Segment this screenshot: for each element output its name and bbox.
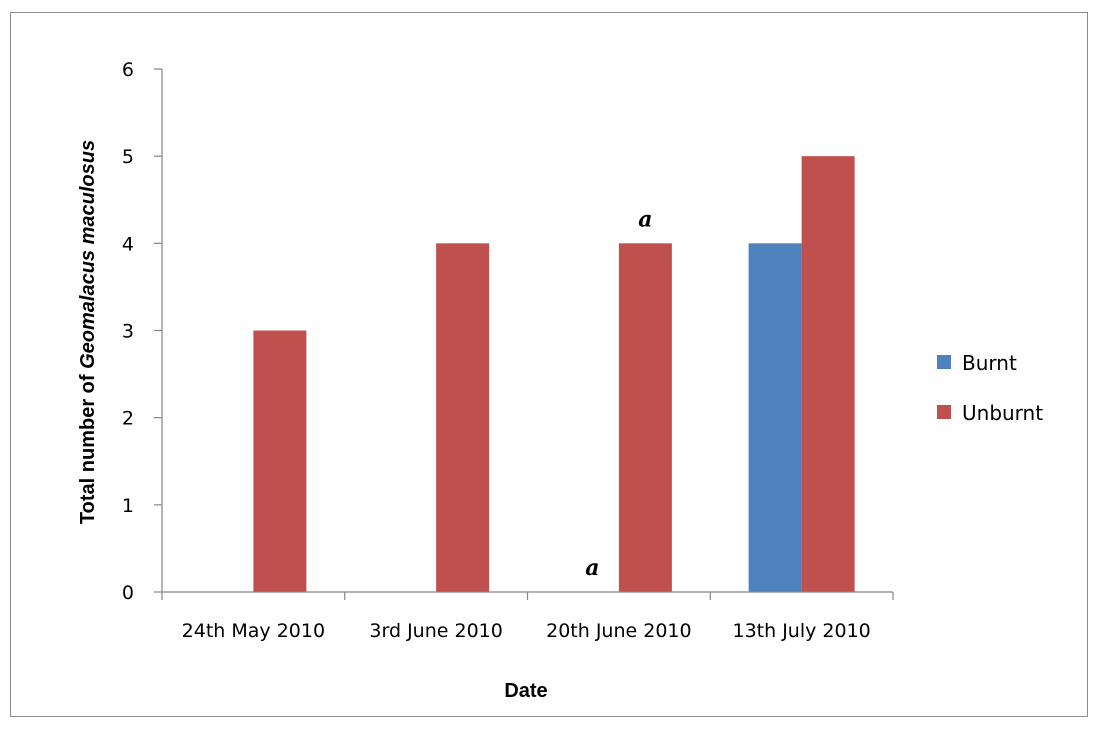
bar-unburnt-2 bbox=[436, 243, 490, 593]
y-tick-label: 3 bbox=[122, 321, 134, 343]
y-axis-title-plain: Total number of bbox=[77, 369, 99, 524]
x-tick-label: 13th July 2010 bbox=[732, 620, 870, 642]
x-axis-ticks bbox=[161, 592, 894, 600]
y-tick-label: 0 bbox=[122, 582, 134, 604]
y-axis-ticks bbox=[154, 68, 162, 593]
y-tick-label: 1 bbox=[122, 495, 134, 517]
bar-unburnt-3 bbox=[618, 243, 672, 593]
bars bbox=[253, 156, 855, 593]
legend-label-burnt: Burnt bbox=[962, 351, 1017, 375]
legend-swatch-unburnt bbox=[937, 405, 951, 419]
x-axis-title: Date bbox=[504, 680, 547, 702]
y-tick-label: 5 bbox=[122, 146, 134, 168]
y-axis-title: Total number of Geomalacus maculosus bbox=[77, 140, 99, 524]
chart-frame bbox=[10, 12, 1088, 717]
bar-unburnt-1 bbox=[253, 330, 307, 592]
x-tick-label: 24th May 2010 bbox=[182, 620, 325, 642]
annotation-label: a bbox=[638, 206, 652, 232]
legend-swatch-burnt bbox=[937, 355, 951, 369]
annotation-label: a bbox=[585, 555, 599, 581]
legend-label-unburnt: Unburnt bbox=[962, 401, 1043, 425]
y-tick-label: 2 bbox=[122, 408, 134, 430]
y-tick-labels: 0 1 2 3 4 5 6 bbox=[122, 59, 134, 604]
x-tick-label: 3rd June 2010 bbox=[369, 620, 502, 642]
y-axis-title-italic: Geomalacus maculosus bbox=[77, 140, 99, 369]
x-tick-labels: 24th May 2010 3rd June 2010 20th June 2010… bbox=[182, 620, 871, 642]
legend: Burnt Unburnt bbox=[937, 351, 1043, 425]
bar-unburnt-4 bbox=[801, 156, 855, 592]
annotations: aa bbox=[585, 206, 652, 581]
y-tick-label: 4 bbox=[122, 233, 134, 255]
x-tick-label: 20th June 2010 bbox=[546, 620, 691, 642]
bar-burnt-4 bbox=[748, 243, 802, 593]
y-tick-label: 6 bbox=[122, 59, 134, 81]
